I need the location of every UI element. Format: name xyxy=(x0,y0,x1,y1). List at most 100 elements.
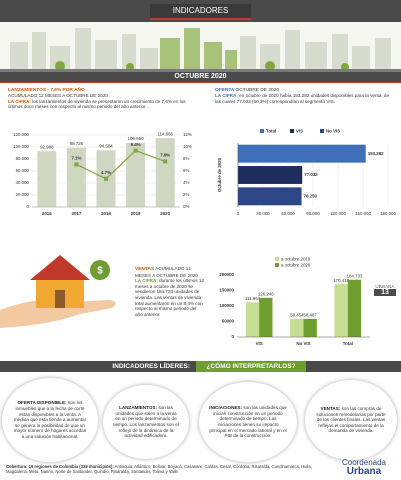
y2-tick-label: 10% xyxy=(183,144,192,149)
bar-label: 92.988 xyxy=(40,144,54,149)
leaders-question: ¿CÓMO INTERPRETARLOS? xyxy=(196,361,306,372)
y2-tick-label: 8% xyxy=(183,156,189,161)
line-point xyxy=(133,148,138,153)
bar-label: 94.504 xyxy=(99,143,113,148)
definition: INICIACIONES: son las unidades que inici… xyxy=(199,382,297,462)
bar xyxy=(238,187,302,206)
month-bar: OCTUBRE 2020 xyxy=(0,72,401,83)
launches-lead: LA CIFRA: xyxy=(8,98,31,104)
y-tick-label: 80.000 xyxy=(16,156,30,161)
bar xyxy=(66,147,86,207)
footer-coverage: Cobertura: 19 regiones de Colombia (338 … xyxy=(6,464,324,474)
bar-label: 170.418 xyxy=(333,278,349,283)
y-tick-label: 0 xyxy=(232,334,235,339)
bar-label: 76.250 xyxy=(304,193,318,198)
logo: Coordenada Urbana xyxy=(330,458,398,477)
bar-label: 126.246 xyxy=(258,292,274,297)
y-tick-label: 40.000 xyxy=(16,180,30,185)
bar-label: 77.032 xyxy=(304,172,318,177)
sales-block: VENTAS ACUMULADO 12 MESES A OCTUBRE DE 2… xyxy=(135,266,205,317)
launches-body: los lanzamientos de vivienda se presenta… xyxy=(8,98,186,110)
definition: LANZAMIENTOS: son las unidades que salen… xyxy=(103,385,189,459)
bar-label: 153.282 xyxy=(368,151,384,156)
coverage-label: Cobertura: 19 regiones de Colombia (338 … xyxy=(6,464,114,469)
x-tick-label: 90.000 xyxy=(306,211,320,216)
y2-tick-label: 6% xyxy=(183,168,189,173)
y-tick-label: 100.000 xyxy=(13,144,29,149)
legend-swatch xyxy=(320,129,324,133)
legend-label: VIS xyxy=(296,129,303,134)
definition-term: VENTAS: xyxy=(320,406,341,412)
bar xyxy=(245,302,260,337)
launches-text: LA CIFRA: los lanzamientos de vivienda s… xyxy=(8,99,198,110)
x-tick-label: 30.000 xyxy=(256,211,270,216)
leaders-title: INDICADORES LÍDERES: xyxy=(112,363,190,370)
bar xyxy=(347,279,362,337)
point-label: 4.7% xyxy=(101,170,111,175)
y-tick-label: 60.000 xyxy=(16,168,30,173)
header-title: INDICADORES xyxy=(150,4,251,20)
point-label: 7.6% xyxy=(160,153,170,158)
y2-tick-label: 2% xyxy=(183,192,189,197)
bar xyxy=(303,318,317,337)
bar xyxy=(259,297,273,337)
y2-tick-label: 4% xyxy=(183,180,189,185)
y-tick-label: 200000 xyxy=(219,272,234,277)
definition-term: LANZAMIENTOS: xyxy=(119,405,158,411)
supply-text: LA CIFRA: en octubre de 2020 había 153.2… xyxy=(215,93,395,104)
bar-label: 106.550 xyxy=(128,136,144,141)
supply-block: OFERTA OCTUBRE DE 2020 LA CIFRA: en octu… xyxy=(215,88,395,104)
legend-label: Total xyxy=(266,129,276,134)
y-tick-label: 20.000 xyxy=(16,192,30,197)
definition: VENTAS: son las compras de soluciones re… xyxy=(305,380,397,460)
definition-term: INICIACIONES: xyxy=(209,405,243,411)
bar-label: 114.666 xyxy=(157,131,173,136)
definition-text: son las compras de soluciones remodelari… xyxy=(316,406,386,434)
launches-period: ACUMULADO 12 MESES A OCTUBRE DE 2020 xyxy=(8,93,108,98)
supply-chart: Total VIS No VIS Octubre de 2020 0 30.000 60.0… xyxy=(217,129,396,217)
legend-swatch xyxy=(275,257,279,261)
bar xyxy=(238,166,303,184)
sales-text: LA CIFRA: durante los últimos 12 meses a… xyxy=(135,278,205,317)
bar xyxy=(155,138,175,207)
side-label: URBANA xyxy=(375,284,395,289)
point-label: 7.1% xyxy=(71,156,81,161)
supply-lead: LA CIFRA: xyxy=(215,93,238,98)
supply-heading: OFERTA xyxy=(215,88,235,93)
legend-swatch xyxy=(260,129,264,133)
logo-line2: Urbana xyxy=(346,466,382,477)
bar xyxy=(334,284,348,337)
bar-label: 98.726 xyxy=(70,141,84,146)
launches-heading: LANZAMIENTOS - 7,6% POR AÑO xyxy=(8,88,85,93)
legend-swatch xyxy=(275,263,279,267)
line-point xyxy=(104,176,108,181)
side-number: 13 xyxy=(374,289,396,296)
sales-body: durante los últimos 12 meses a octubre d… xyxy=(135,278,205,317)
bar xyxy=(37,151,57,207)
y-tick-label: 150000 xyxy=(219,288,234,293)
legend-label: No VIS xyxy=(326,129,340,134)
y-tick-label: 0 xyxy=(27,204,30,209)
sales-lead: LA CIFRA: xyxy=(135,278,158,284)
line-point xyxy=(163,159,168,164)
definition: OFERTA DISPONIBLE: son los inmuebles que… xyxy=(2,378,98,462)
x-tick-label: 2020 xyxy=(160,211,170,216)
supply-period: OCTUBRE DE 2020 xyxy=(235,88,279,93)
y-tick-label: 50000 xyxy=(222,319,235,324)
y-tick-label: 100000 xyxy=(219,303,234,308)
line-point xyxy=(74,162,79,167)
launches-block: LANZAMIENTOS - 7,6% POR AÑO ACUMULADO 12… xyxy=(8,88,198,110)
sales-heading: VENTAS xyxy=(135,267,155,272)
bar xyxy=(290,318,304,337)
svg-text:$: $ xyxy=(97,266,103,277)
x-tick-label: 180.000 xyxy=(380,211,396,216)
definition-text: son las unidades que inician construcció… xyxy=(209,405,287,439)
legend-label: a octubre 2020 xyxy=(281,263,311,268)
x-tick-label: Total xyxy=(343,341,353,346)
line xyxy=(76,149,166,180)
side-tab: URBANA 13 xyxy=(374,284,396,296)
bar-label: 58.487 xyxy=(303,313,317,318)
legend-swatch xyxy=(290,129,294,133)
